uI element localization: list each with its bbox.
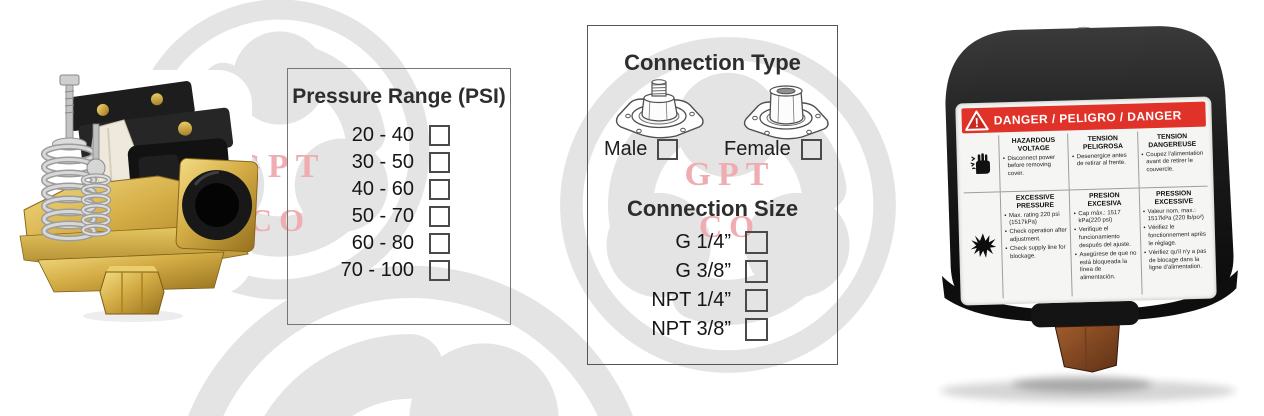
danger-cell-title: EXCESSIVE PRESSURE: [1015, 193, 1055, 210]
pressure-range-option-label: 50 - 70: [351, 205, 414, 227]
differential-spring: [80, 123, 112, 237]
connection-size-option-label: NPT 1/4”: [651, 289, 731, 311]
npt-quarter-checkbox[interactable]: [745, 289, 768, 312]
danger-bullet: • Desenergice antes de retirar al frente.: [1072, 152, 1127, 168]
connection-size-option-label: G 1/4”: [675, 231, 731, 253]
danger-cell-title: HAZARDOUS VOLTAGE: [1011, 136, 1056, 153]
danger-bullet: • Coupez l'alimentation avant de retirer …: [1141, 150, 1204, 174]
danger-warning-label: ! DANGER / PELIGRO / DANGER HAZARDOUS VO…: [955, 96, 1217, 306]
svg-text:!: !: [974, 115, 979, 130]
npt-three-eighths-checkbox[interactable]: [745, 318, 768, 341]
watermark-text: CO: [249, 202, 311, 238]
bottom-brass-fitting: [1054, 324, 1120, 373]
bottom-tab: [1030, 300, 1140, 328]
pressure-range-option-label: 40 - 60: [351, 178, 414, 200]
danger-cell: HAZARDOUS VOLTAGE • Disconnect power befo…: [998, 133, 1069, 192]
pressure-range-row: 70 - 100: [288, 257, 510, 284]
connection-box: Connection Type Male: [587, 25, 838, 365]
danger-cell-title: TENSION DANGEREUSE: [1148, 133, 1197, 150]
pressure-switch-product-photo: ! DANGER / PELIGRO / DANGER HAZARDOUS VO…: [930, 0, 1252, 416]
pressure-range-70-100-checkbox[interactable]: [429, 260, 450, 281]
danger-cell-title: PRESION EXCESIVA: [1087, 192, 1122, 208]
danger-cell: TENSION PELIGROSA • Desenergice antes de …: [1067, 131, 1139, 190]
pressure-range-option-label: 70 - 100: [340, 259, 414, 281]
danger-header-text: DANGER / PELIGRO / DANGER: [993, 107, 1182, 128]
pressure-range-option-label: 20 - 40: [351, 124, 414, 146]
pressure-range-row: 20 - 40: [288, 122, 510, 149]
pressure-range-row: 30 - 50: [288, 149, 510, 176]
connection-size-row: G 3/8”: [588, 257, 837, 286]
male-option-label: Male: [604, 138, 648, 160]
danger-bullet: • Asegúrese de que no está bloqueada la l…: [1074, 250, 1137, 282]
male-option: Male: [604, 138, 679, 161]
female-option-label: Female: [724, 138, 791, 160]
pressure-range-options: 20 - 40 30 - 50 40 - 60 50 - 70 60 - 80 …: [288, 122, 510, 284]
pressure-range-30-50-checkbox[interactable]: [429, 152, 450, 173]
hex-nut: [99, 266, 165, 315]
danger-bullet: • Check operation after adjustment.: [1004, 228, 1067, 244]
danger-header-band: ! DANGER / PELIGRO / DANGER: [961, 101, 1206, 134]
connection-size-option-label: G 3/8”: [675, 260, 731, 282]
danger-cell-title: TENSION PELIGROSA: [1082, 135, 1124, 151]
connection-size-option-label: NPT 3/8”: [651, 318, 731, 340]
female-connector-diagram: [743, 85, 829, 140]
danger-bullet: • Vérifiez qu'il n'y a pas de blocage dan…: [1144, 248, 1207, 272]
pressure-range-60-80-checkbox[interactable]: [429, 233, 450, 254]
warning-triangle-icon: !: [965, 110, 989, 131]
danger-bullet: • Max. rating 220 psi (1517kPa): [1004, 211, 1060, 227]
connection-type-title: Connection Type: [624, 50, 801, 75]
pressure-range-title: Pressure Range (PSI): [292, 85, 506, 108]
watermark-text: GPT: [684, 156, 776, 193]
danger-bullet: • Vérifiez le fonctionnement après le rég…: [1143, 225, 1207, 248]
danger-bullet: • Disconnect power before removing cover.: [1002, 154, 1056, 178]
pressure-range-box: Pressure Range (PSI) 20 - 40 30 - 50 40 …: [287, 68, 511, 325]
pressure-range-row: 60 - 80: [288, 230, 510, 257]
explosion-icon: [963, 191, 1003, 300]
danger-bullet: • Valeur nom. max.: 1517kPa (220 lb/po²): [1142, 207, 1204, 223]
watermark-text: CO: [699, 208, 761, 244]
female-option: Female: [724, 138, 822, 161]
danger-cell-title: PRESSION EXCESSIVE: [1154, 190, 1194, 206]
danger-bullet: • Cap máx.: 1517 kPa(220 psi): [1073, 209, 1121, 225]
pressure-range-option-label: 60 - 80: [351, 232, 414, 254]
pressure-range-50-70-checkbox[interactable]: [429, 206, 450, 227]
pressure-range-row: 50 - 70: [288, 203, 510, 230]
connection-size-row: NPT 1/4”: [588, 286, 837, 315]
pressure-range-row: 40 - 60: [288, 176, 510, 203]
pressure-switch-mechanism-photo: [14, 70, 258, 322]
danger-cell: PRESION EXCESIVA • Cap máx.: 1517 kPa(220…: [1068, 187, 1142, 297]
g-quarter-checkbox[interactable]: [745, 231, 768, 254]
danger-table: HAZARDOUS VOLTAGE • Disconnect power befo…: [962, 129, 1211, 300]
connection-size-row: NPT 3/8”: [588, 315, 837, 344]
cover-flare: [941, 270, 1238, 323]
pressure-range-20-40-checkbox[interactable]: [429, 125, 450, 146]
pressure-range-40-60-checkbox[interactable]: [429, 179, 450, 200]
connection-size-options: G 1/4” G 3/8” NPT 1/4” NPT 3/8”: [588, 228, 837, 344]
g-three-eighths-checkbox[interactable]: [745, 260, 768, 283]
watermark-logo: [170, 265, 651, 416]
danger-cell: PRESSION EXCESSIVE • Valeur nom. max.: 15…: [1138, 185, 1211, 295]
danger-bullet: • Verifique el funcionamiento después del…: [1074, 226, 1131, 250]
pressure-range-option-label: 30 - 50: [351, 151, 414, 173]
danger-cell: EXCESSIVE PRESSURE • Max. rating 220 psi …: [999, 189, 1072, 299]
male-connector-diagram: [615, 79, 704, 139]
electric-shock-icon: [962, 135, 1000, 192]
male-checkbox[interactable]: [657, 139, 679, 160]
connection-size-row: G 1/4”: [588, 228, 837, 257]
danger-bullet: • Check supply line for blockage.: [1005, 244, 1066, 261]
port-plate: [175, 157, 258, 253]
female-checkbox[interactable]: [800, 139, 822, 160]
connection-size-title: Connection Size: [626, 196, 799, 221]
danger-cell: TENSION DANGEREUSE • Coupez l'alimentatio…: [1136, 129, 1208, 188]
